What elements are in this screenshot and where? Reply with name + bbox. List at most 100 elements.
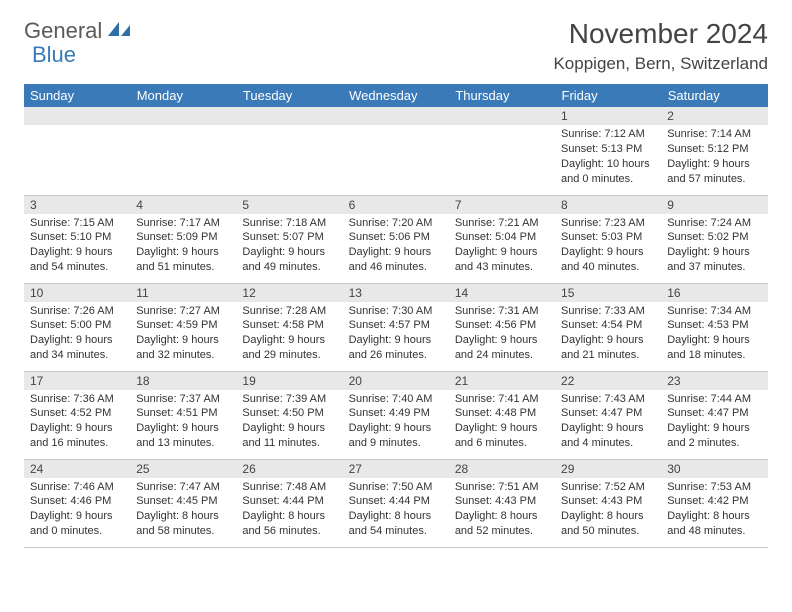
calendar-cell: 10Sunrise: 7:26 AMSunset: 5:00 PMDayligh… (24, 283, 130, 371)
calendar-cell: 8Sunrise: 7:23 AMSunset: 5:03 PMDaylight… (555, 195, 661, 283)
day-data (236, 125, 342, 131)
calendar-cell (24, 107, 130, 195)
day-number: 8 (555, 196, 661, 214)
logo-sail-icon (108, 20, 132, 43)
day-number: 10 (24, 284, 130, 302)
weekday-sunday: Sunday (24, 84, 130, 107)
day-number: 17 (24, 372, 130, 390)
day-data (130, 125, 236, 131)
weekday-wednesday: Wednesday (343, 84, 449, 107)
day-number (343, 107, 449, 125)
calendar-cell: 28Sunrise: 7:51 AMSunset: 4:43 PMDayligh… (449, 459, 555, 547)
day-number: 11 (130, 284, 236, 302)
day-data: Sunrise: 7:53 AMSunset: 4:42 PMDaylight:… (661, 478, 767, 543)
day-data: Sunrise: 7:44 AMSunset: 4:47 PMDaylight:… (661, 390, 767, 455)
logo-blue: Blue (32, 42, 76, 67)
calendar-cell: 23Sunrise: 7:44 AMSunset: 4:47 PMDayligh… (661, 371, 767, 459)
calendar-cell: 29Sunrise: 7:52 AMSunset: 4:43 PMDayligh… (555, 459, 661, 547)
day-number (236, 107, 342, 125)
weekday-header-row: Sunday Monday Tuesday Wednesday Thursday… (24, 84, 768, 107)
day-data: Sunrise: 7:18 AMSunset: 5:07 PMDaylight:… (236, 214, 342, 279)
calendar-cell: 15Sunrise: 7:33 AMSunset: 4:54 PMDayligh… (555, 283, 661, 371)
day-data: Sunrise: 7:52 AMSunset: 4:43 PMDaylight:… (555, 478, 661, 543)
weekday-thursday: Thursday (449, 84, 555, 107)
calendar-cell: 19Sunrise: 7:39 AMSunset: 4:50 PMDayligh… (236, 371, 342, 459)
calendar-cell: 2Sunrise: 7:14 AMSunset: 5:12 PMDaylight… (661, 107, 767, 195)
day-data: Sunrise: 7:36 AMSunset: 4:52 PMDaylight:… (24, 390, 130, 455)
weekday-friday: Friday (555, 84, 661, 107)
day-data: Sunrise: 7:34 AMSunset: 4:53 PMDaylight:… (661, 302, 767, 367)
day-data: Sunrise: 7:28 AMSunset: 4:58 PMDaylight:… (236, 302, 342, 367)
calendar-cell: 7Sunrise: 7:21 AMSunset: 5:04 PMDaylight… (449, 195, 555, 283)
calendar-cell: 13Sunrise: 7:30 AMSunset: 4:57 PMDayligh… (343, 283, 449, 371)
day-data: Sunrise: 7:41 AMSunset: 4:48 PMDaylight:… (449, 390, 555, 455)
day-data: Sunrise: 7:33 AMSunset: 4:54 PMDaylight:… (555, 302, 661, 367)
calendar-cell: 25Sunrise: 7:47 AMSunset: 4:45 PMDayligh… (130, 459, 236, 547)
day-data: Sunrise: 7:43 AMSunset: 4:47 PMDaylight:… (555, 390, 661, 455)
day-number: 4 (130, 196, 236, 214)
day-data: Sunrise: 7:12 AMSunset: 5:13 PMDaylight:… (555, 125, 661, 190)
day-data: Sunrise: 7:26 AMSunset: 5:00 PMDaylight:… (24, 302, 130, 367)
calendar-cell (236, 107, 342, 195)
calendar-cell: 5Sunrise: 7:18 AMSunset: 5:07 PMDaylight… (236, 195, 342, 283)
weekday-monday: Monday (130, 84, 236, 107)
day-data: Sunrise: 7:15 AMSunset: 5:10 PMDaylight:… (24, 214, 130, 279)
day-number: 12 (236, 284, 342, 302)
day-number: 19 (236, 372, 342, 390)
calendar-cell: 24Sunrise: 7:46 AMSunset: 4:46 PMDayligh… (24, 459, 130, 547)
calendar-row: 24Sunrise: 7:46 AMSunset: 4:46 PMDayligh… (24, 459, 768, 547)
calendar-cell: 12Sunrise: 7:28 AMSunset: 4:58 PMDayligh… (236, 283, 342, 371)
day-number: 1 (555, 107, 661, 125)
day-number: 25 (130, 460, 236, 478)
day-data: Sunrise: 7:30 AMSunset: 4:57 PMDaylight:… (343, 302, 449, 367)
day-data: Sunrise: 7:14 AMSunset: 5:12 PMDaylight:… (661, 125, 767, 190)
calendar-cell: 16Sunrise: 7:34 AMSunset: 4:53 PMDayligh… (661, 283, 767, 371)
calendar-cell: 26Sunrise: 7:48 AMSunset: 4:44 PMDayligh… (236, 459, 342, 547)
day-data: Sunrise: 7:47 AMSunset: 4:45 PMDaylight:… (130, 478, 236, 543)
day-number: 6 (343, 196, 449, 214)
calendar-cell: 20Sunrise: 7:40 AMSunset: 4:49 PMDayligh… (343, 371, 449, 459)
day-number: 29 (555, 460, 661, 478)
calendar-row: 10Sunrise: 7:26 AMSunset: 5:00 PMDayligh… (24, 283, 768, 371)
day-number: 27 (343, 460, 449, 478)
day-number: 3 (24, 196, 130, 214)
day-data: Sunrise: 7:48 AMSunset: 4:44 PMDaylight:… (236, 478, 342, 543)
day-data: Sunrise: 7:21 AMSunset: 5:04 PMDaylight:… (449, 214, 555, 279)
day-number: 9 (661, 196, 767, 214)
calendar-cell: 4Sunrise: 7:17 AMSunset: 5:09 PMDaylight… (130, 195, 236, 283)
calendar-cell (343, 107, 449, 195)
calendar-cell: 30Sunrise: 7:53 AMSunset: 4:42 PMDayligh… (661, 459, 767, 547)
calendar-cell (449, 107, 555, 195)
day-data: Sunrise: 7:39 AMSunset: 4:50 PMDaylight:… (236, 390, 342, 455)
day-data: Sunrise: 7:51 AMSunset: 4:43 PMDaylight:… (449, 478, 555, 543)
calendar-body: 1Sunrise: 7:12 AMSunset: 5:13 PMDaylight… (24, 107, 768, 547)
month-title: November 2024 (553, 18, 768, 50)
calendar-cell: 9Sunrise: 7:24 AMSunset: 5:02 PMDaylight… (661, 195, 767, 283)
day-data: Sunrise: 7:24 AMSunset: 5:02 PMDaylight:… (661, 214, 767, 279)
day-number: 18 (130, 372, 236, 390)
calendar-cell: 11Sunrise: 7:27 AMSunset: 4:59 PMDayligh… (130, 283, 236, 371)
calendar-cell: 21Sunrise: 7:41 AMSunset: 4:48 PMDayligh… (449, 371, 555, 459)
day-number: 15 (555, 284, 661, 302)
day-number: 21 (449, 372, 555, 390)
day-number: 26 (236, 460, 342, 478)
day-data: Sunrise: 7:27 AMSunset: 4:59 PMDaylight:… (130, 302, 236, 367)
day-data: Sunrise: 7:23 AMSunset: 5:03 PMDaylight:… (555, 214, 661, 279)
logo-general: General (24, 18, 102, 44)
calendar-cell: 14Sunrise: 7:31 AMSunset: 4:56 PMDayligh… (449, 283, 555, 371)
day-data (449, 125, 555, 131)
day-data: Sunrise: 7:31 AMSunset: 4:56 PMDaylight:… (449, 302, 555, 367)
title-block: November 2024 Koppigen, Bern, Switzerlan… (553, 18, 768, 74)
calendar-row: 1Sunrise: 7:12 AMSunset: 5:13 PMDaylight… (24, 107, 768, 195)
day-number: 2 (661, 107, 767, 125)
day-number: 22 (555, 372, 661, 390)
calendar-cell: 1Sunrise: 7:12 AMSunset: 5:13 PMDaylight… (555, 107, 661, 195)
day-number: 7 (449, 196, 555, 214)
weekday-tuesday: Tuesday (236, 84, 342, 107)
day-data: Sunrise: 7:50 AMSunset: 4:44 PMDaylight:… (343, 478, 449, 543)
calendar-row: 17Sunrise: 7:36 AMSunset: 4:52 PMDayligh… (24, 371, 768, 459)
day-number: 23 (661, 372, 767, 390)
location: Koppigen, Bern, Switzerland (553, 54, 768, 74)
logo: General (24, 18, 134, 44)
day-number (24, 107, 130, 125)
